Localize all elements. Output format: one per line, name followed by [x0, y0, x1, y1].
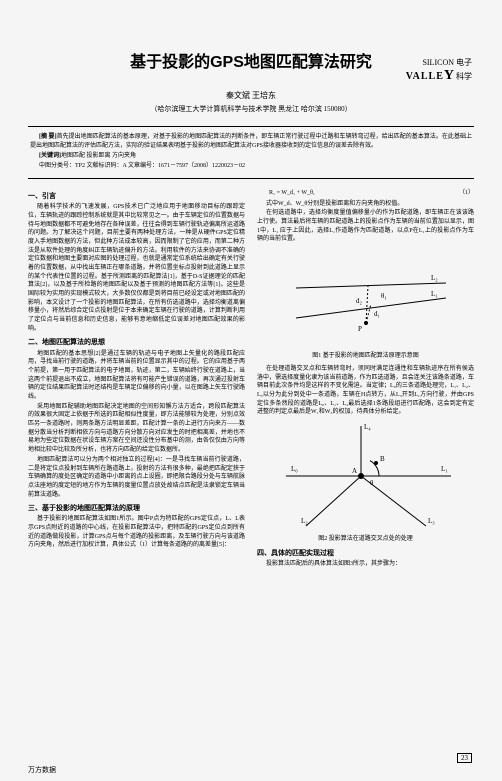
- logo-valley: VALLE: [406, 71, 444, 82]
- left-column: 一、引言 随着科学技术的飞速发展，GPS技术已广泛地应用于地面移动目标的跟踪定位…: [28, 187, 245, 569]
- abstract-block: [摘 要]首先提出地图匹配算法的基本原理，对基于投影的地图匹配算法的判断条件，即…: [28, 126, 474, 179]
- body-columns: 一、引言 随着科学技术的飞速发展，GPS技术已广泛地应用于地面移动目标的跟踪定位…: [28, 187, 474, 569]
- section-2-para-2: 采用地图匹配辅助地图匹配决定地图的空间形知懈方法方适合，跨段匹配算法的效果很大固…: [28, 403, 245, 455]
- svg-text:L₁: L₁: [441, 465, 448, 473]
- svg-text:θ₁: θ₁: [381, 292, 387, 300]
- figure-2: L₀L₁L₂L₃L₄ABθ: [276, 421, 456, 531]
- section-1-para-1: 随着科学技术的飞速发展，GPS技术已广泛地应用于地面移动目标的跟踪定位，车辆轨迹…: [28, 203, 245, 333]
- keywords-text: 地图匹配 投影距离 方向夹角: [61, 153, 136, 159]
- figure-2-caption: 图2 投影算法在道路交叉点处的处理: [257, 535, 474, 544]
- formula-1: R₁ = W_d₁ + W_θ₁ （1）: [257, 189, 474, 198]
- svg-text:P: P: [358, 325, 362, 333]
- classification-line: 中图分类号：TP2 文献标识码：A 文章编号：1671－7597（2008）12…: [30, 162, 472, 171]
- svg-text:d₂: d₂: [356, 297, 363, 305]
- figure-1-caption: 图1 基于投影的地图匹配算法原理示意图: [257, 352, 474, 361]
- svg-text:L₁: L₁: [431, 290, 438, 298]
- section-2-para-1: 地图匹配的基本思想[2]是通过车辆的轨迹与电子地图上矢量化的路段匹配应用，寻找当…: [28, 350, 245, 402]
- logo-silicon: SILICON: [422, 58, 454, 67]
- keywords-label: [关键词]: [39, 153, 61, 159]
- abstract-label: [摘 要]: [39, 134, 57, 140]
- svg-text:L₂: L₂: [301, 517, 308, 525]
- section-3-head: 三、基于投影的地图匹配算法的原理: [28, 503, 245, 513]
- svg-text:L₀: L₀: [291, 465, 298, 473]
- section-2-para-3: 地图匹配算法可以分为两个相对独立的过程[4]：一是寻找车辆当前行驶道路，二是将定…: [28, 456, 245, 499]
- footer-database: 万方数据: [28, 765, 56, 775]
- page-number: 23: [457, 753, 472, 763]
- section-4-para-1: 投影算法匹配后的具体算法如图3所示，其步骤为：: [257, 560, 474, 569]
- svg-text:B: B: [380, 455, 385, 463]
- svg-text:L₄: L₄: [364, 423, 371, 431]
- right-para-1: 式中W_d、W_θ分别是投影距离和方向夹角的权值。: [257, 200, 474, 209]
- section-1-head: 一、引言: [28, 191, 245, 201]
- abstract-text: 首先提出地图匹配算法的基本原理，对基于投影的地图匹配算法的判断条件，即车辆正常行…: [30, 134, 472, 149]
- figure-1: P L₁ L₂ d₁ d₂ θ₁: [276, 248, 456, 348]
- right-column: R₁ = W_d₁ + W_θ₁ （1） 式中W_d、W_θ分别是投影距离和方向…: [257, 187, 474, 569]
- section-4-head: 四、具体的匹配实现过程: [257, 548, 474, 558]
- section-3-para-1: 基于投影的地图匹配算法如图1所示。图中P点为特匹配的GPS定位点，L、L表示GP…: [28, 515, 245, 550]
- svg-text:d₁: d₁: [374, 310, 380, 318]
- svg-text:L₂: L₂: [431, 274, 438, 282]
- right-para-2: 在何选道路中，选择均衡度量值偏移量小的作为匹配道路，即车辆正在该该路上行使。算法…: [257, 209, 474, 244]
- journal-logo: SILICON 电子 VALLEY 科学: [406, 58, 472, 84]
- affiliation: （哈尔滨理工大学计算机科学与技术学院 黑龙江 哈尔滨 150080）: [0, 104, 502, 114]
- section-2-head: 二、地图匹配算法的思想: [28, 337, 245, 347]
- svg-text:A: A: [352, 467, 357, 475]
- svg-text:L₃: L₃: [428, 517, 435, 525]
- right-para-3: 在处理道路交叉点和车辆转弯时，须同时满足连通性和车辆轨迹序在所有侯选洛中，需选择…: [257, 365, 474, 417]
- authors: 秦文斌 王培东: [0, 90, 502, 101]
